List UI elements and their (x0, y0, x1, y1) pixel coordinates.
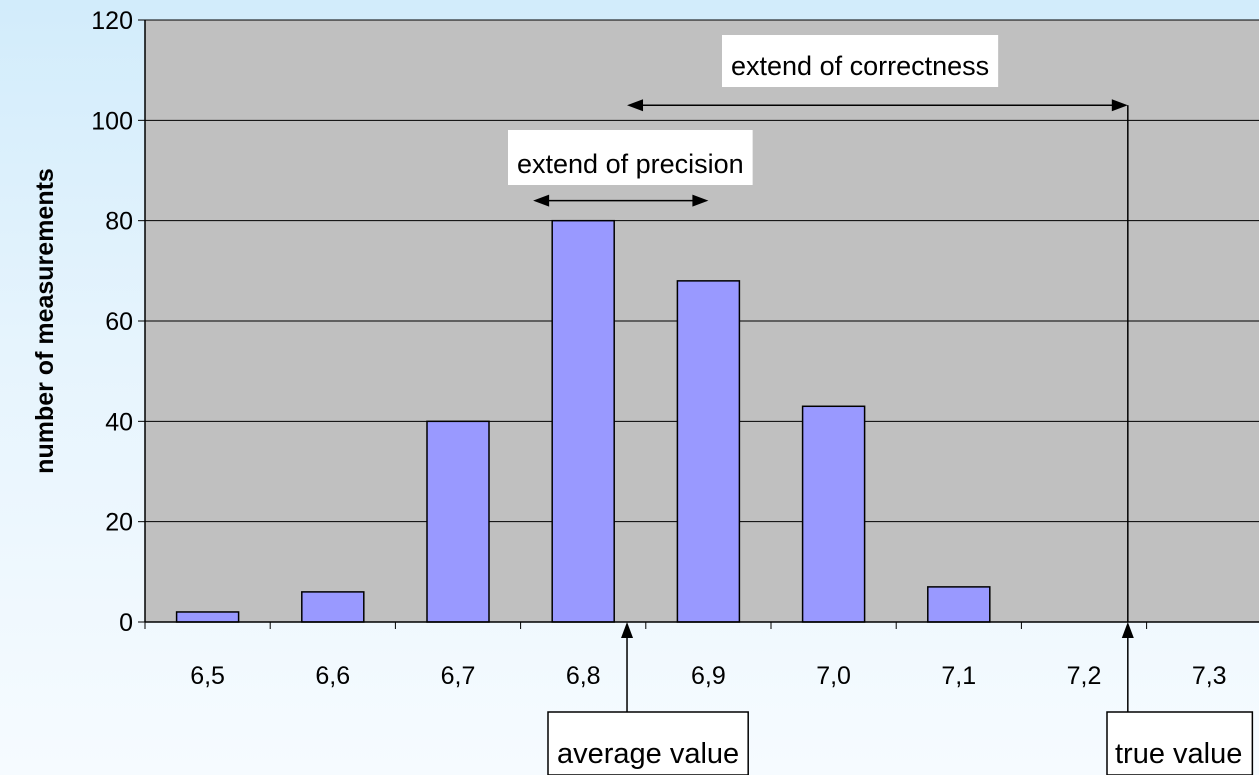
precision-label-group: extend of precision (508, 130, 753, 185)
precision-label-box (508, 130, 753, 185)
precision-arrow-head-right (692, 194, 709, 207)
bar (801, 405, 866, 623)
true-pointer-head (1121, 622, 1134, 638)
average-label: average value (557, 738, 739, 770)
bar (426, 420, 490, 623)
x-tick-label: 6,6 (315, 662, 350, 690)
y-tick-label: 20 (105, 509, 133, 537)
average-label-group: average value (547, 711, 749, 775)
y-axis-label: number of measurements (31, 168, 59, 474)
bar (927, 586, 991, 623)
x-tick-label: 6,5 (190, 662, 225, 690)
y-tick-label: 120 (91, 7, 133, 35)
correctness-label-box (722, 35, 999, 87)
y-tick-label: 40 (105, 408, 133, 436)
x-tick-label: 6,8 (566, 662, 601, 690)
x-tick-label: 7,2 (1067, 662, 1102, 690)
y-tick-label: 80 (105, 208, 133, 236)
y-tick-label: 100 (91, 107, 133, 135)
true-label: true value (1115, 738, 1242, 770)
bar (676, 280, 741, 623)
correctness-label-group: extend of correctness (722, 35, 999, 87)
average-label-box (547, 711, 749, 775)
bar (301, 591, 365, 623)
precision-label: extend of precision (517, 149, 744, 179)
x-tick-label: 7,0 (816, 662, 851, 690)
correctness-arrow-head-right (1111, 99, 1128, 112)
correctness-label: extend of correctness (731, 51, 989, 81)
x-tick-label: 7,3 (1192, 662, 1227, 690)
x-tick-labels: 6,5 6,6 6,7 6,8 6,9 7,0 7,1 7,2 7,3 (144, 622, 1227, 690)
y-tick-labels: 0 20 40 60 80 100 120 (91, 7, 145, 637)
y-tick-label: 0 (119, 609, 133, 637)
true-label-group: true value (1106, 711, 1254, 775)
true-label-box (1106, 711, 1254, 775)
correctness-arrow-head-left (627, 99, 644, 112)
annotations: extend of precision extend of correctness… (508, 35, 1254, 775)
bar (175, 611, 240, 623)
bar (551, 219, 615, 623)
x-tick-label: 7,1 (941, 662, 976, 690)
x-tick-label: 6,9 (691, 662, 726, 690)
precision-arrow-head-left (533, 194, 550, 207)
x-tick-label: 6,7 (441, 662, 476, 690)
average-pointer-head (621, 622, 634, 638)
bars (175, 219, 991, 623)
y-tick-label: 60 (105, 308, 133, 336)
